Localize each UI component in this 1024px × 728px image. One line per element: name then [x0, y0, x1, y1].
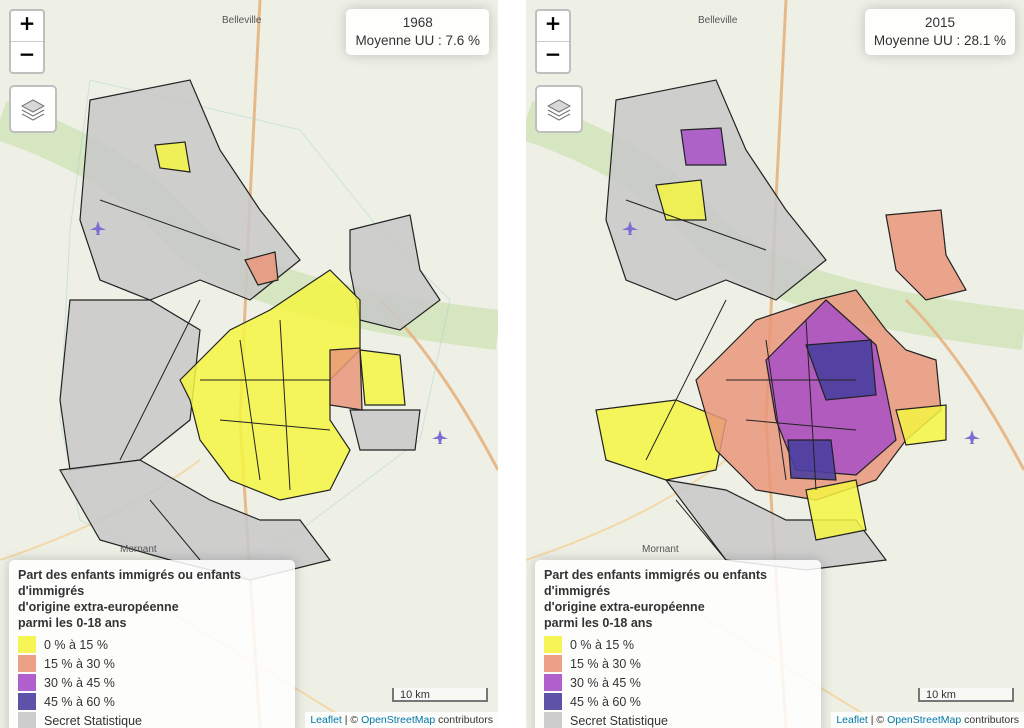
legend-item: 15 % à 30 % [544, 654, 812, 673]
attribution: Leaflet | © OpenStreetMap contributors [305, 712, 498, 728]
zone-yellow-south[interactable] [805, 479, 867, 541]
place-label: Mornant [120, 544, 157, 555]
scale-bar: 10 km [918, 688, 1014, 702]
legend-swatch [18, 636, 36, 653]
info-box: 1968 Moyenne UU : 7.6 % [346, 9, 489, 55]
airport-icon [90, 221, 106, 235]
legend-swatch [18, 693, 36, 710]
legend-label: Secret Statistique [570, 713, 668, 728]
zone-grey-southeast[interactable] [349, 409, 421, 451]
legend-label: 0 % à 15 % [44, 637, 108, 652]
zone-yellow-meyzieu[interactable] [359, 349, 406, 406]
legend: Part des enfants immigrés ou enfants d'i… [9, 560, 295, 728]
zone-purple-villefranche[interactable] [680, 127, 727, 166]
legend-title-line: Part des enfants immigrés ou enfants d'i… [544, 568, 767, 598]
legend-item: 45 % à 60 % [544, 692, 812, 711]
legend-label: 45 % à 60 % [570, 694, 641, 709]
info-average: Moyenne UU : 7.6 % [355, 33, 480, 48]
place-label: Belleville [222, 15, 262, 26]
layers-icon [20, 99, 46, 121]
legend-label: 0 % à 15 % [570, 637, 634, 652]
place-label: Belleville [698, 15, 738, 26]
map-2015[interactable]: Belleville Mornant + − 2015 Moyenne UU :… [526, 0, 1024, 728]
attribution-separator: | © [867, 714, 888, 726]
zone-orange-vaulx[interactable] [329, 347, 363, 411]
airport-icon [622, 221, 638, 235]
zone-grey-west[interactable] [59, 299, 201, 471]
info-box: 2015 Moyenne UU : 28.1 % [864, 9, 1015, 55]
zone-yellow-north[interactable] [655, 179, 707, 221]
zone-navy-venissieux[interactable] [787, 439, 837, 481]
legend-title-line: Part des enfants immigrés ou enfants d'i… [18, 568, 241, 598]
legend-label: 15 % à 30 % [570, 656, 641, 671]
legend-swatch [544, 655, 562, 672]
zoom-in-button[interactable]: + [18, 11, 36, 35]
layers-icon [546, 99, 572, 121]
legend-label: Secret Statistique [44, 713, 142, 728]
scale-bar: 10 km [392, 688, 488, 702]
attribution-separator: | © [341, 714, 362, 726]
zone-grey-north[interactable] [605, 79, 827, 301]
legend-title-line: parmi les 0-18 ans [18, 616, 127, 630]
zone-grey-east[interactable] [349, 214, 441, 331]
layers-button[interactable] [535, 85, 583, 133]
legend-title-line: d'origine extra-européenne [544, 600, 705, 614]
info-year: 2015 [924, 15, 955, 30]
zone-navy-vaulx[interactable] [805, 339, 877, 401]
legend-item: Secret Statistique [544, 711, 812, 728]
legend-item: Secret Statistique [18, 711, 286, 728]
airport-icon [432, 430, 448, 444]
legend-swatch [18, 674, 36, 691]
legend-swatch [544, 674, 562, 691]
osm-link[interactable]: OpenStreetMap [887, 714, 962, 726]
legend-item: 45 % à 60 % [18, 692, 286, 711]
legend-item: 30 % à 45 % [544, 673, 812, 692]
legend-swatch [18, 712, 36, 728]
leaflet-link[interactable]: Leaflet [836, 714, 868, 726]
osm-link[interactable]: OpenStreetMap [361, 714, 436, 726]
legend-label: 15 % à 30 % [44, 656, 115, 671]
legend-label: 30 % à 45 % [570, 675, 641, 690]
info-year: 1968 [402, 15, 433, 30]
legend-item: 30 % à 45 % [18, 673, 286, 692]
zoom-control: + − [535, 9, 571, 74]
legend-label: 30 % à 45 % [44, 675, 115, 690]
zone-yellow-genas[interactable] [895, 404, 947, 446]
zone-yellow-villefranche[interactable] [154, 141, 191, 173]
zone-grey-north[interactable] [79, 79, 301, 301]
legend-title-line: d'origine extra-européenne [18, 600, 179, 614]
legend-item: 0 % à 15 % [544, 635, 812, 654]
layers-button[interactable] [9, 85, 57, 133]
leaflet-link[interactable]: Leaflet [310, 714, 342, 726]
zone-grey-south[interactable] [59, 459, 332, 581]
legend: Part des enfants immigrés ou enfants d'i… [535, 560, 821, 728]
place-label: Mornant [642, 544, 679, 555]
map-1968[interactable]: Belleville Mornant + − 1968 Moyenne UU :… [0, 0, 498, 728]
zone-orange-a46[interactable] [244, 251, 279, 286]
zoom-in-button[interactable]: + [544, 11, 562, 35]
legend-swatch [544, 693, 562, 710]
info-average: Moyenne UU : 28.1 % [873, 33, 1006, 48]
attribution: Leaflet | © OpenStreetMap contributors [831, 712, 1024, 728]
legend-swatch [544, 636, 562, 653]
legend-label: 45 % à 60 % [44, 694, 115, 709]
zone-orange-east[interactable] [885, 209, 967, 301]
zoom-out-button[interactable]: − [537, 41, 569, 72]
airport-icon [964, 430, 980, 444]
legend-item: 15 % à 30 % [18, 654, 286, 673]
legend-title-line: parmi les 0-18 ans [544, 616, 653, 630]
legend-swatch [18, 655, 36, 672]
legend-item: 0 % à 15 % [18, 635, 286, 654]
zoom-out-button[interactable]: − [11, 41, 43, 72]
attribution-text: contributors [435, 714, 493, 726]
zoom-control: + − [9, 9, 45, 74]
attribution-text: contributors [961, 714, 1019, 726]
legend-swatch [544, 712, 562, 728]
